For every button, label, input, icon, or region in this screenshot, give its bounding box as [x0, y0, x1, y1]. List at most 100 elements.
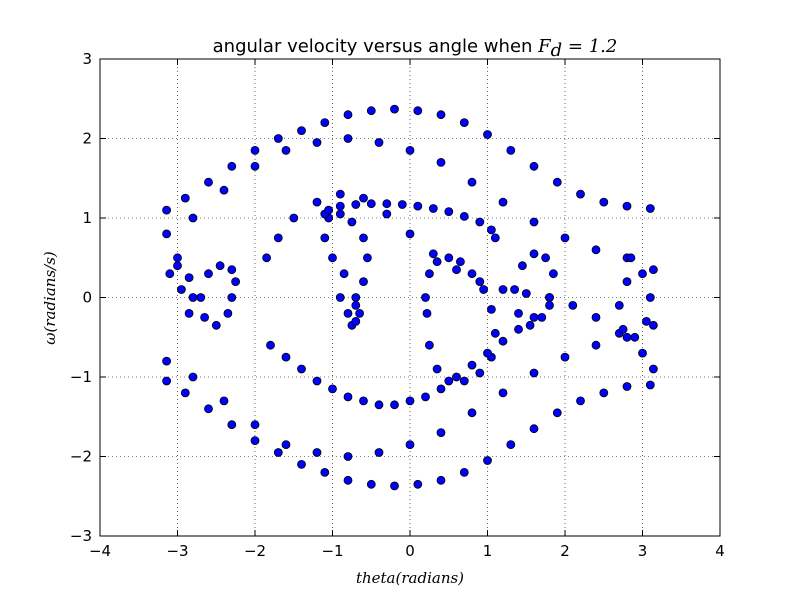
data-point — [545, 293, 554, 302]
data-point — [223, 308, 233, 318]
data-point — [390, 400, 399, 410]
data-point — [162, 205, 172, 215]
data-point — [413, 106, 423, 116]
data-point — [382, 209, 392, 219]
data-point — [649, 320, 658, 330]
data-point — [413, 479, 423, 489]
data-point — [529, 312, 539, 322]
data-point — [649, 364, 658, 374]
data-point — [359, 396, 368, 406]
data-point — [366, 199, 376, 209]
data-point — [421, 392, 430, 402]
data-point — [188, 372, 198, 382]
data-point — [642, 316, 651, 326]
data-point — [436, 110, 446, 120]
data-point — [486, 225, 496, 235]
data-point — [281, 352, 291, 362]
data-point — [645, 380, 655, 390]
data-point — [475, 368, 485, 378]
data-point — [250, 420, 260, 430]
data-point — [188, 213, 198, 223]
data-point — [374, 448, 384, 457]
axis-ticks — [99, 58, 721, 537]
data-point — [200, 312, 210, 322]
data-point — [599, 388, 609, 398]
data-point — [529, 249, 539, 259]
data-point — [490, 328, 500, 338]
data-point — [273, 134, 283, 143]
data-point — [545, 300, 554, 310]
x-tick-label: 4 — [715, 542, 725, 560]
data-point — [645, 293, 655, 302]
data-point — [320, 233, 330, 243]
data-point — [475, 277, 485, 287]
data-point — [549, 269, 558, 279]
data-point — [467, 360, 477, 370]
data-point — [250, 161, 260, 171]
data-point — [622, 201, 632, 211]
data-point — [335, 293, 345, 302]
data-point — [335, 189, 345, 199]
data-point — [622, 277, 632, 287]
data-point — [250, 436, 260, 446]
data-point — [591, 312, 601, 322]
data-point — [273, 233, 283, 243]
data-point — [421, 293, 430, 302]
data-point — [180, 193, 190, 203]
data-point — [459, 211, 469, 221]
data-point — [432, 364, 442, 374]
y-tick-labels: −3 −2 −1 0 1 2 3 — [70, 50, 92, 545]
data-point — [343, 110, 353, 120]
data-point — [483, 130, 492, 139]
data-point — [444, 207, 454, 217]
data-point — [204, 177, 213, 187]
data-point — [529, 368, 539, 378]
data-point — [281, 145, 291, 155]
data-point — [266, 340, 275, 350]
data-point — [351, 316, 361, 326]
data-point — [560, 233, 570, 243]
data-point — [436, 157, 446, 167]
x-tick-label: 0 — [405, 542, 415, 560]
data-point — [312, 138, 322, 147]
data-point — [188, 293, 198, 302]
data-point — [490, 233, 500, 243]
data-point — [343, 392, 353, 402]
data-point — [645, 204, 655, 213]
data-point — [312, 197, 322, 207]
y-tick-label: 2 — [82, 130, 92, 148]
data-point — [162, 376, 172, 386]
data-point — [424, 340, 434, 350]
data-point — [215, 261, 225, 271]
data-point — [436, 428, 446, 438]
chart-title-math-suffix: = 1.2 — [562, 36, 617, 57]
data-point — [591, 245, 601, 255]
data-point — [335, 201, 345, 211]
data-point — [281, 440, 291, 450]
data-point — [250, 145, 260, 155]
data-point — [343, 452, 353, 461]
data-point — [428, 204, 438, 213]
chart-title-text: angular velocity versus angle when — [213, 36, 539, 57]
data-point — [541, 253, 550, 263]
data-point — [459, 376, 469, 386]
data-point — [231, 277, 241, 287]
data-point — [273, 448, 283, 457]
x-tick-label: 1 — [483, 542, 493, 560]
y-axis-label: ω(radians/s) — [41, 251, 59, 345]
data-point — [452, 265, 461, 275]
data-point — [359, 233, 368, 243]
data-point — [227, 420, 237, 430]
y-tick-label: 3 — [82, 50, 92, 68]
data-point — [479, 285, 489, 294]
data-point — [432, 257, 442, 267]
data-point — [618, 324, 628, 334]
data-point — [428, 249, 438, 259]
data-point — [576, 189, 585, 199]
data-point — [339, 269, 349, 279]
data-point — [262, 253, 272, 263]
data-point — [525, 320, 535, 330]
data-point — [467, 177, 477, 187]
data-point — [328, 384, 337, 394]
data-point — [506, 145, 516, 155]
